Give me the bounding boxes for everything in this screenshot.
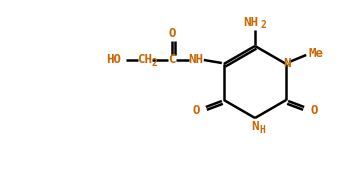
Text: C: C xyxy=(168,53,176,65)
Text: NH: NH xyxy=(188,53,203,65)
Text: O: O xyxy=(310,103,318,117)
Text: 2: 2 xyxy=(260,20,266,30)
Text: NH: NH xyxy=(244,16,259,28)
Text: O: O xyxy=(192,103,200,117)
Text: CH: CH xyxy=(137,53,152,65)
Text: N: N xyxy=(251,120,259,134)
Text: Me: Me xyxy=(309,46,324,60)
Text: 2: 2 xyxy=(152,58,158,68)
Text: HO: HO xyxy=(106,53,121,65)
Text: O: O xyxy=(168,26,176,40)
Text: H: H xyxy=(259,125,265,135)
Text: N: N xyxy=(283,56,291,70)
